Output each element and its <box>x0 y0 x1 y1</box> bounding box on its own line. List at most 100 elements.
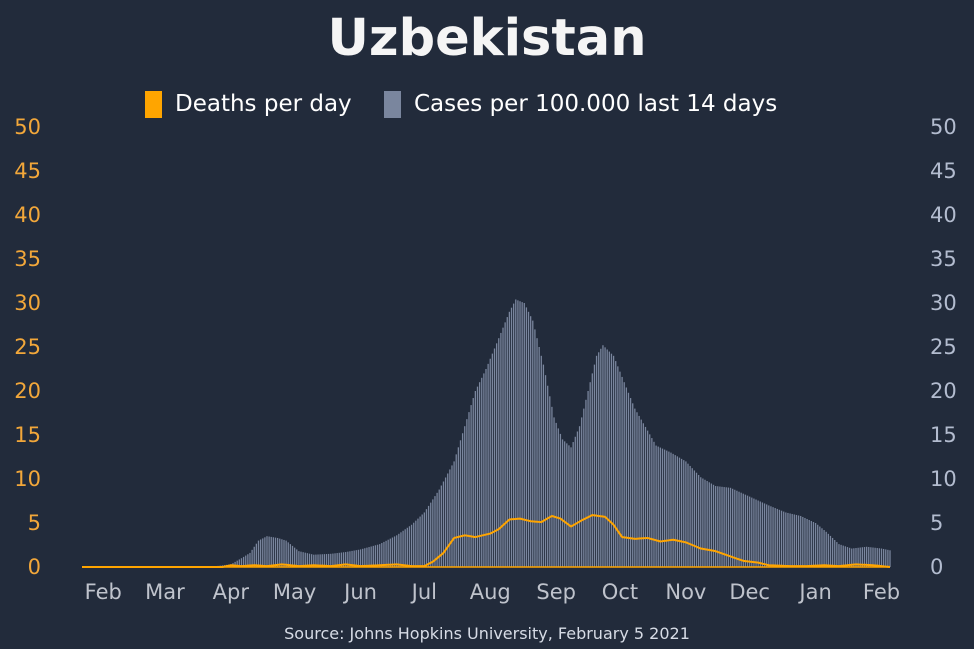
case-bar <box>587 391 589 567</box>
case-bar <box>255 543 257 567</box>
right-y-tick-label: 25 <box>930 335 957 359</box>
case-bar <box>602 345 604 567</box>
case-bar <box>719 486 721 567</box>
legend-cases-swatch <box>384 91 401 118</box>
case-bar <box>345 552 347 567</box>
case-bar <box>583 408 585 567</box>
case-bar <box>817 524 819 567</box>
case-bar <box>517 300 519 567</box>
case-bar <box>778 509 781 567</box>
left-y-axis: 0 5 10 15 20 25 30 35 40 45 50 <box>14 115 41 579</box>
case-bar <box>355 550 357 567</box>
case-bar <box>298 551 300 567</box>
right-y-axis: 0 5 10 15 20 25 30 35 40 45 50 <box>930 115 957 579</box>
case-bar <box>447 473 449 567</box>
case-bar <box>702 478 704 567</box>
case-bar <box>676 456 679 567</box>
case-bar <box>349 551 351 567</box>
case-bar <box>844 546 846 567</box>
case-bar <box>319 554 321 567</box>
case-bar <box>410 524 413 567</box>
case-bar <box>234 561 236 567</box>
case-bar <box>372 545 374 567</box>
case-bar <box>831 537 834 567</box>
case-bar <box>800 515 802 567</box>
case-bar <box>646 430 649 567</box>
case-bar <box>359 549 362 567</box>
case-bar <box>689 465 691 567</box>
case-bar <box>672 453 674 567</box>
case-bar <box>649 434 651 567</box>
case-bar <box>306 553 309 567</box>
case-bar <box>657 446 659 567</box>
case-bar <box>627 392 630 567</box>
right-y-tick-label: 10 <box>930 467 957 491</box>
case-bar <box>668 451 670 567</box>
case-bar <box>402 530 404 567</box>
case-bar <box>570 447 572 567</box>
case-bar <box>755 499 757 567</box>
case-bar <box>666 450 668 567</box>
case-bar <box>772 507 774 567</box>
case-bar <box>636 412 638 567</box>
case-bar <box>504 322 506 567</box>
case-bar <box>487 363 489 567</box>
case-bar <box>863 547 866 567</box>
case-bar <box>623 382 625 567</box>
case-bar <box>400 532 402 567</box>
case-bar <box>640 419 642 567</box>
case-bar <box>376 544 379 567</box>
case-bar <box>542 364 545 567</box>
case-bar <box>870 547 872 567</box>
case-bar <box>347 551 349 567</box>
case-bar <box>581 417 583 567</box>
case-bar <box>362 548 364 567</box>
case-bar <box>651 438 653 567</box>
case-bar <box>391 537 394 567</box>
case-bar <box>825 531 827 567</box>
case-bar <box>806 518 808 567</box>
case-bar <box>732 488 734 567</box>
case-bar <box>885 549 887 567</box>
x-tick-label: Feb <box>863 580 900 604</box>
case-bar <box>423 512 425 567</box>
case-bar <box>485 369 487 567</box>
x-tick-label: Jul <box>410 580 437 604</box>
case-bar <box>536 338 538 567</box>
case-bar <box>776 508 778 567</box>
case-bar <box>287 542 289 567</box>
case-bar <box>472 398 474 567</box>
case-bar <box>370 546 372 567</box>
case-bar <box>559 433 562 567</box>
case-bar <box>659 447 661 567</box>
case-bar <box>753 498 755 567</box>
case-bar <box>540 355 542 567</box>
case-bar <box>245 555 247 567</box>
case-bar <box>589 382 591 567</box>
case-bar <box>810 520 812 567</box>
case-bar <box>742 493 744 567</box>
case-bar <box>470 405 472 567</box>
right-y-tick-label: 50 <box>930 115 957 139</box>
deaths-line <box>82 514 891 568</box>
case-bar <box>302 552 304 567</box>
case-bar <box>353 550 355 567</box>
left-y-tick-label: 0 <box>28 555 41 579</box>
left-y-tick-label: 15 <box>14 423 41 447</box>
case-bar <box>259 539 262 567</box>
case-bar <box>393 536 396 567</box>
case-bar <box>357 549 360 567</box>
case-bar <box>638 415 640 567</box>
case-bar <box>506 317 508 567</box>
case-bar <box>425 509 428 567</box>
case-bar <box>749 496 751 567</box>
case-bar <box>876 548 878 567</box>
case-bar <box>534 329 536 567</box>
left-y-tick-label: 30 <box>14 291 41 315</box>
case-bar <box>768 505 770 567</box>
case-bar <box>823 530 825 567</box>
case-bar <box>802 516 804 567</box>
case-bar <box>404 529 406 567</box>
case-bar <box>757 500 759 567</box>
case-bar <box>685 461 687 567</box>
